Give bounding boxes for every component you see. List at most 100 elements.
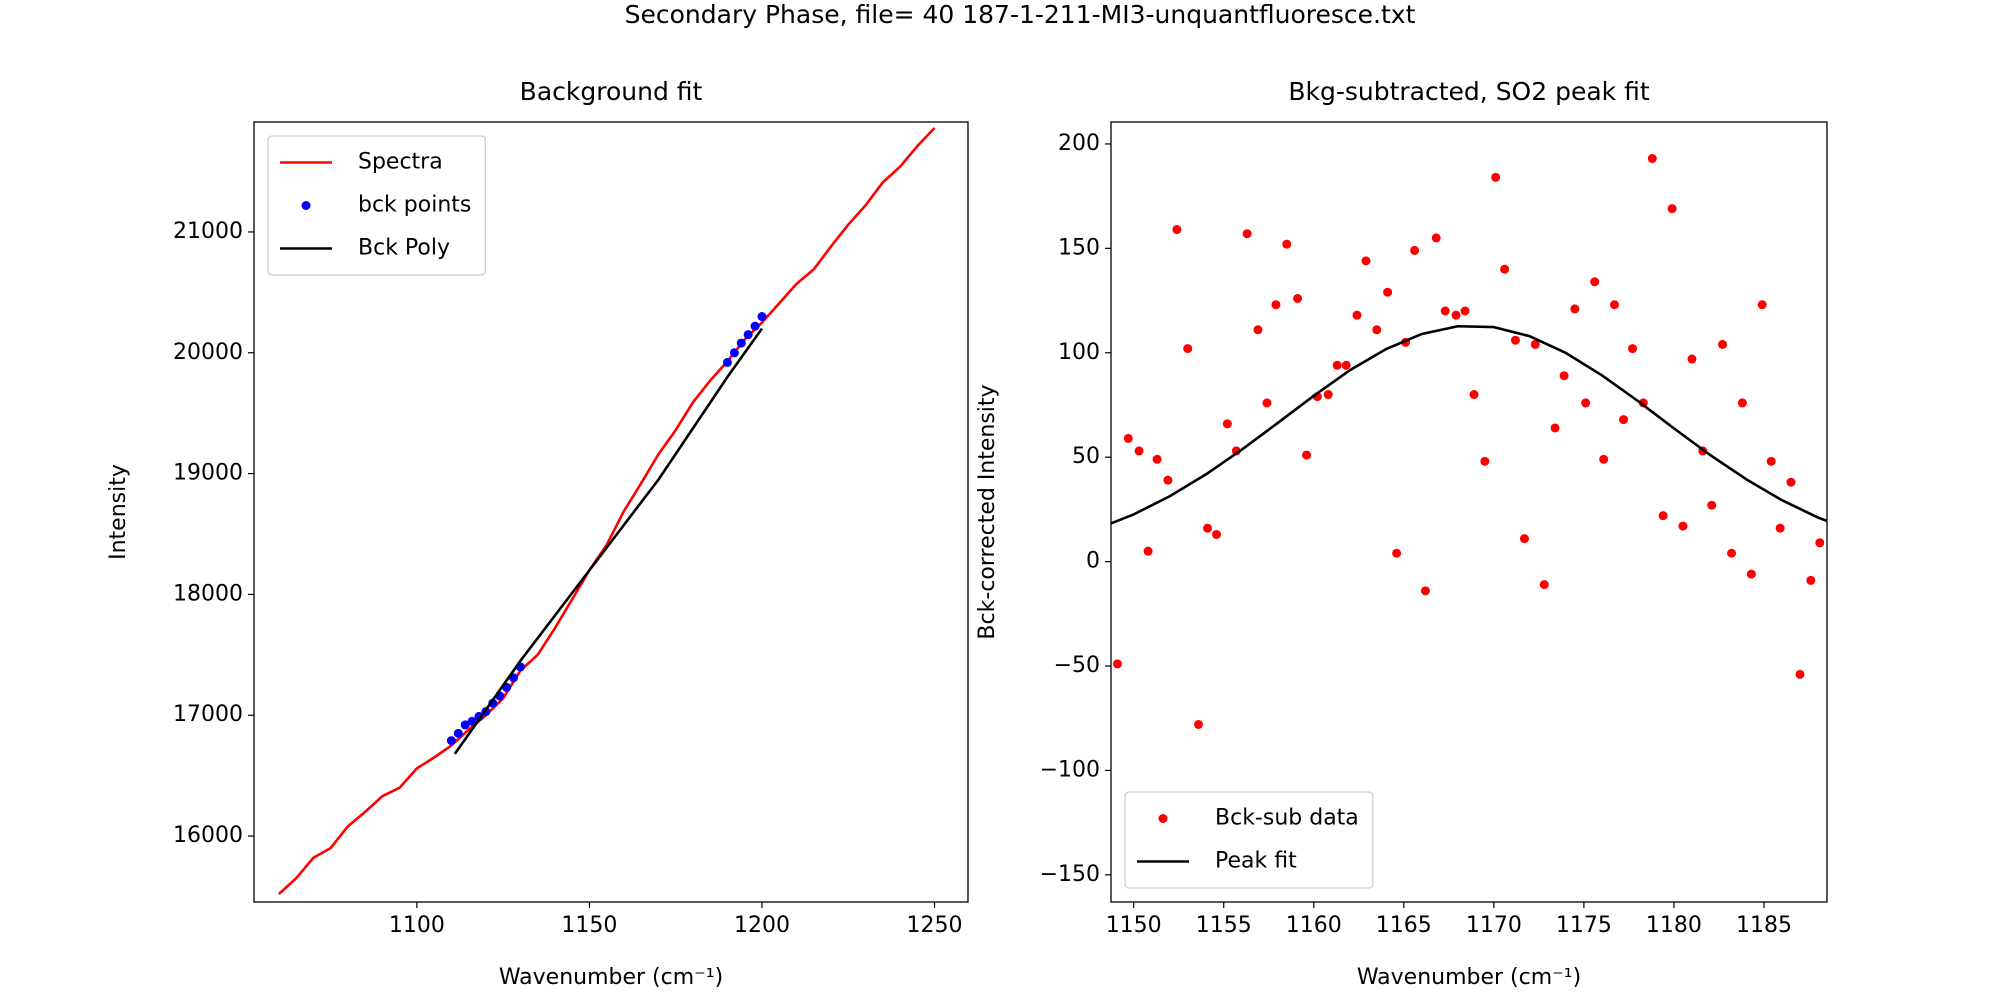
data-point xyxy=(1361,256,1371,266)
data-point xyxy=(1194,719,1204,729)
legend-box xyxy=(267,135,487,276)
data-point xyxy=(757,312,767,322)
series-line xyxy=(277,127,936,895)
data-point xyxy=(460,720,470,730)
data-point xyxy=(1530,339,1540,349)
y-tick-label: 20000 xyxy=(173,340,243,365)
data-point xyxy=(1599,454,1609,464)
data-point xyxy=(722,357,732,367)
y-tick-label: −150 xyxy=(1040,862,1100,887)
data-point xyxy=(1212,529,1222,539)
data-point xyxy=(743,330,753,340)
data-point xyxy=(1550,423,1560,433)
data-point xyxy=(1242,229,1252,239)
y-tick-label: 16000 xyxy=(173,823,243,848)
y-tick-label: 100 xyxy=(1058,340,1100,365)
data-point xyxy=(1570,304,1580,314)
y-tick-label: 150 xyxy=(1058,235,1100,260)
data-point xyxy=(1112,659,1122,669)
x-tick-label: 1200 xyxy=(734,913,790,938)
data-point xyxy=(1372,325,1382,335)
data-point xyxy=(1451,310,1461,320)
data-point xyxy=(1619,415,1629,425)
data-point xyxy=(1222,419,1232,429)
data-point xyxy=(1775,523,1785,533)
data-point xyxy=(1746,569,1756,579)
x-tick-label: 1155 xyxy=(1196,913,1252,938)
y-tick-label: 18000 xyxy=(173,581,243,606)
subplot: Bkg-subtracted, SO2 peak fit Wavenumber (… xyxy=(975,77,1828,990)
data-point xyxy=(1293,293,1303,303)
series-line xyxy=(1111,324,1827,525)
y-tick-label: 50 xyxy=(1072,444,1100,469)
subplot-title: Background fit xyxy=(520,77,703,106)
x-tick-label: 1150 xyxy=(561,913,617,938)
x-tick-label: 1160 xyxy=(1286,913,1342,938)
y-tick-label: −100 xyxy=(1040,757,1100,782)
data-point xyxy=(1628,344,1638,354)
legend-marker xyxy=(1158,814,1168,823)
data-point xyxy=(736,338,746,348)
data-point xyxy=(1152,454,1162,464)
data-point xyxy=(1590,277,1600,287)
data-point xyxy=(1440,306,1450,316)
data-point xyxy=(1737,398,1747,408)
legend-label: Bck Poly xyxy=(358,236,450,261)
legend-label: Spectra xyxy=(358,150,443,175)
data-point xyxy=(1480,456,1490,466)
data-point xyxy=(1323,390,1333,400)
x-tick-label: 1180 xyxy=(1646,913,1702,938)
data-point xyxy=(1282,239,1292,249)
data-point xyxy=(1172,225,1182,235)
legend-label: bck points xyxy=(358,193,471,218)
axes-frame xyxy=(253,121,969,903)
x-tick-label: 1150 xyxy=(1106,913,1162,938)
data-point xyxy=(446,736,456,746)
data-point xyxy=(1253,325,1263,335)
legend-label: Peak fit xyxy=(1215,849,1297,874)
data-point xyxy=(1795,669,1805,679)
data-point xyxy=(1727,548,1737,558)
data-point xyxy=(1667,204,1677,214)
data-point xyxy=(729,348,739,358)
data-point xyxy=(1134,446,1144,456)
data-point xyxy=(1757,300,1767,310)
series-line xyxy=(453,327,764,755)
y-tick-label: 19000 xyxy=(173,461,243,486)
y-tick-label: −50 xyxy=(1054,653,1100,678)
data-point xyxy=(1332,360,1342,370)
data-point xyxy=(1491,172,1501,182)
data-point xyxy=(1143,546,1153,556)
data-point xyxy=(1610,300,1620,310)
data-point xyxy=(750,321,760,331)
data-point xyxy=(1658,511,1668,521)
x-tick-label: 1165 xyxy=(1376,913,1432,938)
legend: Bck-sub data Peak fit xyxy=(1124,791,1374,889)
figure-title: Secondary Phase, file= 40 187-1-211-MI3-… xyxy=(625,0,1416,29)
data-point xyxy=(1431,233,1441,243)
data-point xyxy=(1203,523,1213,533)
y-tick-label: 0 xyxy=(1086,549,1100,574)
x-tick-label: 1185 xyxy=(1736,913,1792,938)
x-tick-label: 1170 xyxy=(1466,913,1522,938)
data-point xyxy=(1510,335,1520,345)
data-point xyxy=(453,728,463,738)
data-point xyxy=(1183,344,1193,354)
data-point xyxy=(1460,306,1470,316)
y-tick-label: 17000 xyxy=(173,702,243,727)
data-point xyxy=(1687,354,1697,364)
legend-label: Bck-sub data xyxy=(1215,806,1359,831)
data-point xyxy=(1341,360,1351,370)
data-point xyxy=(1352,310,1362,320)
data-point xyxy=(1815,538,1825,548)
data-point xyxy=(1271,300,1281,310)
data-point xyxy=(1469,390,1479,400)
data-point xyxy=(1539,580,1549,590)
data-point xyxy=(1638,398,1648,408)
data-point xyxy=(1581,398,1591,408)
data-point xyxy=(1123,433,1133,443)
y-tick-label: 21000 xyxy=(173,219,243,244)
x-tick-label: 1250 xyxy=(907,913,963,938)
data-point xyxy=(1163,475,1173,485)
axes-frame xyxy=(1110,121,1828,903)
